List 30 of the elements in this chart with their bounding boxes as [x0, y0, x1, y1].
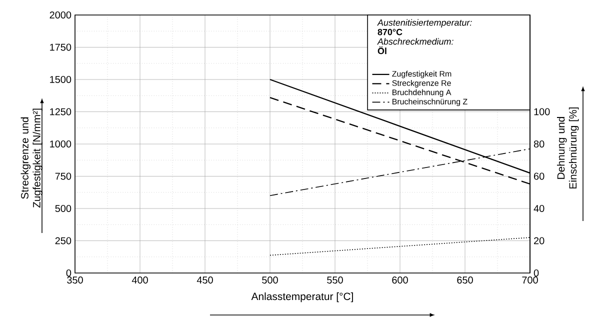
y-tick-label: 0: [66, 269, 72, 277]
y2-tick-label: 60: [534, 172, 544, 180]
y2-tick-label: 80: [534, 140, 544, 148]
annotation: Abschreckmedium:: [377, 38, 454, 45]
x-tick-label: 700: [522, 276, 538, 284]
y-tick-label: 1500: [50, 76, 72, 84]
y-axis-title: Streckgrenze und Zugfestigkeit [N/mm²]: [20, 108, 42, 208]
x-tick-label: 550: [327, 276, 343, 284]
y-tick-label: 500: [55, 204, 72, 212]
x-tick-label: 350: [67, 276, 83, 284]
x-tick-label: 400: [132, 276, 148, 284]
annotation: 870°C: [378, 28, 402, 36]
y-tick-label: 1750: [50, 44, 72, 51]
x-tick-label: 600: [392, 276, 408, 284]
x-tick-label: 450: [196, 276, 213, 284]
y2-tick-label: 20: [534, 237, 544, 244]
annotation: Austenitisiertemperatur:: [377, 19, 472, 28]
y-tick-label: 1000: [50, 140, 72, 148]
x-tick-label: 650: [457, 276, 473, 284]
y2-tick-label: 100: [534, 108, 550, 116]
y2-axis-title: Dehnung und Einschnürung [%]: [556, 107, 579, 188]
annotation: Öl: [378, 46, 386, 54]
y-tick-label: 250: [55, 237, 72, 244]
x-tick-label: 500: [262, 276, 278, 284]
y2-tick-label: 40: [534, 204, 544, 212]
y2-tick-label: 0: [534, 269, 539, 277]
y-tick-label: 1250: [50, 108, 72, 116]
y-tick-label: 2000: [50, 11, 72, 19]
y-tick-label: 750: [55, 172, 72, 180]
x-axis-title: Anlasstemperatur [°C]: [251, 292, 353, 302]
